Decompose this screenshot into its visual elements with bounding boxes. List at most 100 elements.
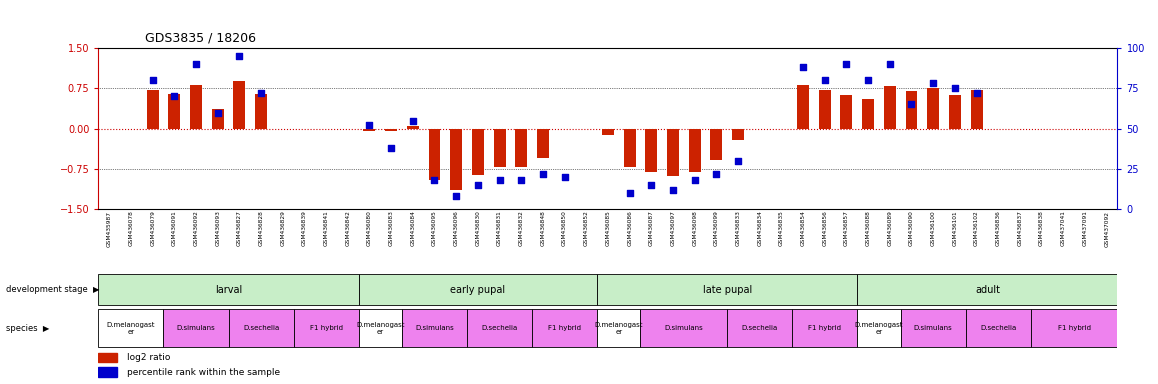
Text: GSM436084: GSM436084 [410,210,416,247]
Text: GSM436097: GSM436097 [670,210,675,247]
Point [642,182,660,188]
Point [708,171,726,177]
Bar [689,129,701,172]
Text: GSM436102: GSM436102 [974,210,979,246]
Text: D.melanogast
er: D.melanogast er [855,322,903,335]
Text: D.sechelia: D.sechelia [482,325,518,331]
Bar [598,274,857,306]
Bar [598,310,640,347]
Point [403,118,422,124]
Text: species  ▶: species ▶ [6,324,49,333]
Text: GSM436100: GSM436100 [931,210,936,246]
Bar [602,129,614,135]
Text: early pupal: early pupal [450,285,505,295]
Bar [386,129,397,131]
Text: GSM436083: GSM436083 [389,210,394,247]
Point [166,93,184,99]
Point [902,101,921,108]
Text: GSM436835: GSM436835 [779,210,784,247]
Text: D.melanogast
er: D.melanogast er [356,322,404,335]
Bar [406,126,419,129]
Text: GSM436856: GSM436856 [822,210,827,246]
Bar [212,109,223,129]
Point [556,174,574,180]
Text: GSM436830: GSM436830 [476,210,481,247]
Bar [819,90,830,129]
Bar [190,84,201,129]
Text: GSM436848: GSM436848 [541,210,545,247]
Point [621,190,639,196]
Text: D.simulans: D.simulans [914,325,953,331]
Text: GSM436096: GSM436096 [454,210,459,246]
Text: GSM436091: GSM436091 [171,210,177,246]
Point [208,109,227,116]
Bar [537,129,549,158]
Bar [98,310,163,347]
Bar [901,310,966,347]
Text: larval: larval [215,285,242,295]
Bar [228,310,294,347]
Text: D.melanogast
er: D.melanogast er [107,322,155,335]
Bar [884,86,896,129]
Bar [98,353,117,362]
Text: GSM436831: GSM436831 [497,210,503,246]
Text: GSM436854: GSM436854 [800,210,806,247]
Bar [863,99,874,129]
Bar [98,367,117,377]
Bar [234,81,245,129]
Bar [857,274,1117,306]
Text: GSM436079: GSM436079 [151,210,155,247]
Text: D.sechelia: D.sechelia [741,325,778,331]
Bar [857,310,901,347]
Text: GSM437091: GSM437091 [1083,210,1087,247]
Bar [928,88,939,129]
Bar [667,129,679,176]
Point [512,177,530,183]
Text: D.melanogast
er: D.melanogast er [594,322,643,335]
Bar [467,310,532,347]
Point [946,85,965,91]
Point [924,80,943,86]
Bar [727,310,792,347]
Point [815,77,834,83]
Bar [359,310,402,347]
Text: GSM436099: GSM436099 [713,210,719,247]
Text: D.simulans: D.simulans [415,325,454,331]
Point [728,158,747,164]
Text: GSM436829: GSM436829 [280,210,285,247]
Point [447,193,466,199]
Point [686,177,704,183]
Text: GSM436850: GSM436850 [562,210,567,247]
Text: log2 ratio: log2 ratio [127,353,170,362]
Point [859,77,878,83]
Point [534,171,552,177]
Bar [450,129,462,190]
Point [144,77,162,83]
Bar [732,129,743,141]
Text: GSM436832: GSM436832 [519,210,523,247]
Text: GSM435987: GSM435987 [107,210,112,247]
Text: GSM436078: GSM436078 [129,210,133,247]
Bar [797,84,809,129]
Text: GSM436080: GSM436080 [367,210,372,247]
Point [967,90,985,96]
Text: D.sechelia: D.sechelia [980,325,1017,331]
Text: D.sechelia: D.sechelia [243,325,279,331]
Text: GSM436838: GSM436838 [1039,210,1045,247]
Point [360,122,379,129]
Bar [402,310,467,347]
Text: GSM436828: GSM436828 [258,210,264,247]
Text: GSM436852: GSM436852 [584,210,588,247]
Text: GSM436085: GSM436085 [606,210,610,247]
Text: F1 hybrid: F1 hybrid [808,325,841,331]
Text: F1 hybrid: F1 hybrid [548,325,581,331]
Text: GSM436834: GSM436834 [757,210,762,247]
Bar [294,310,359,347]
Bar [624,129,636,167]
Bar [147,90,159,129]
Bar [98,274,359,306]
Text: GSM436839: GSM436839 [302,210,307,247]
Bar [645,129,658,172]
Bar [359,274,598,306]
Bar [1031,310,1117,347]
